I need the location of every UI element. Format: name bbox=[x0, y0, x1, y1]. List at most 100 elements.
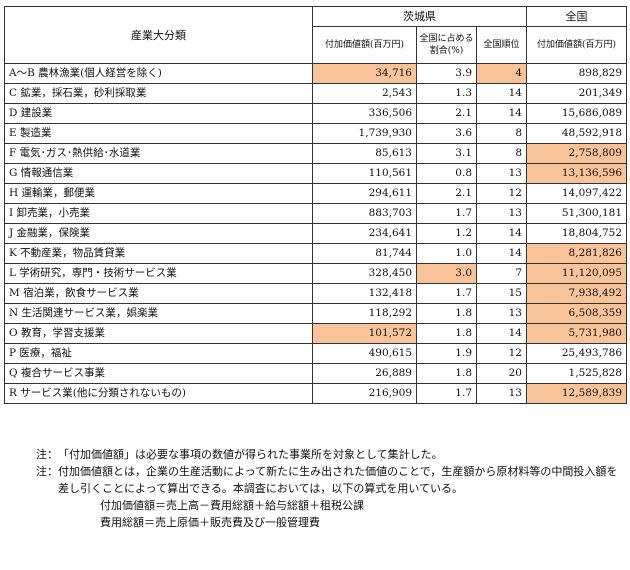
rank-cell: 13 bbox=[476, 383, 527, 404]
industry-label-cell: F 電気･ガス･熱供給･水道業 bbox=[4, 143, 313, 164]
rank-cell: 12 bbox=[476, 343, 527, 364]
industry-label-cell: N 生活関連サービス業，娯楽業 bbox=[4, 303, 313, 324]
national-value-cell: 11,120,095 bbox=[526, 263, 627, 284]
table-row: P 医療，福祉 490,615 1.9 12 25,493,786 bbox=[4, 343, 627, 364]
ibaraki-value-cell: 1,739,930 bbox=[312, 123, 417, 144]
rank-cell: 13 bbox=[476, 163, 527, 184]
ibaraki-value-cell: 132,418 bbox=[312, 283, 417, 304]
table-row: N 生活関連サービス業，娯楽業 118,292 1.8 13 6,508,359 bbox=[4, 303, 627, 324]
ibaraki-value-cell: 234,641 bbox=[312, 223, 417, 244]
rank-cell: 13 bbox=[476, 303, 527, 324]
formula-total-cost: 費用総額＝売上原価＋販売費及び一般管理費 bbox=[100, 516, 320, 529]
ibaraki-value-header: 付加価値額(百万円) bbox=[312, 26, 417, 64]
national-value-cell: 25,493,786 bbox=[526, 343, 627, 364]
share-cell: 1.2 bbox=[416, 223, 477, 244]
table-row: L 学術研究，専門・技術サービス業 328,450 3.0 7 11,120,095 bbox=[4, 263, 627, 284]
note-2: 注： 付加価値額とは，企業の生産活動によって新たに生み出された価値のことで，生産… bbox=[36, 463, 626, 497]
table-row: M 宿泊業，飲食サービス業 132,418 1.7 15 7,938,492 bbox=[4, 283, 627, 304]
share-cell: 1.9 bbox=[416, 343, 477, 364]
rank-cell: 20 bbox=[476, 363, 527, 384]
share-cell: 2.1 bbox=[416, 183, 477, 204]
ibaraki-value-cell: 336,506 bbox=[312, 103, 417, 124]
national-value-cell: 14,097,422 bbox=[526, 183, 627, 204]
ibaraki-value-cell: 490,615 bbox=[312, 343, 417, 364]
rank-cell: 8 bbox=[476, 143, 527, 164]
industry-label-cell: I 卸売業，小売業 bbox=[4, 203, 313, 224]
share-cell: 1.8 bbox=[416, 303, 477, 324]
note-2-text: 付加価値額とは，企業の生産活動によって新たに生み出された価値のことで，生産額から… bbox=[58, 465, 618, 495]
share-cell: 2.1 bbox=[416, 103, 477, 124]
note-1-text: 「付加価値額」は必要な事項の数値が得られた事業所を対象として集計した。 bbox=[58, 448, 443, 461]
note-1: 注： 「付加価値額」は必要な事項の数値が得られた事業所を対象として集計した。 bbox=[36, 446, 626, 463]
table-row: D 建設業 336,506 2.1 14 15,686,089 bbox=[4, 103, 627, 124]
share-cell: 1.7 bbox=[416, 203, 477, 224]
rank-cell: 14 bbox=[476, 103, 527, 124]
national-value-cell: 15,686,089 bbox=[526, 103, 627, 124]
note-2-marker: 注： bbox=[36, 465, 58, 478]
rank-cell: 7 bbox=[476, 263, 527, 284]
rank-cell: 4 bbox=[476, 63, 527, 84]
ibaraki-value-cell: 883,703 bbox=[312, 203, 417, 224]
share-cell: 1.8 bbox=[416, 363, 477, 384]
ibaraki-value-cell: 110,561 bbox=[312, 163, 417, 184]
ibaraki-group-header: 茨城県 bbox=[312, 6, 527, 27]
table-row: F 電気･ガス･熱供給･水道業 85,613 3.1 8 2,758,809 bbox=[4, 143, 627, 164]
table-row: G 情報通信業 110,561 0.8 13 13,136,596 bbox=[4, 163, 627, 184]
industry-label-cell: J 金融業，保険業 bbox=[4, 223, 313, 244]
ibaraki-value-cell: 118,292 bbox=[312, 303, 417, 324]
share-cell: 3.0 bbox=[416, 263, 477, 284]
table-row: Q 複合サービス事業 26,889 1.8 20 1,525,828 bbox=[4, 363, 627, 384]
share-cell: 1.0 bbox=[416, 243, 477, 264]
national-value-cell: 1,525,828 bbox=[526, 363, 627, 384]
ibaraki-value-cell: 34,716 bbox=[312, 63, 417, 84]
industry-label-cell: Q 複合サービス事業 bbox=[4, 363, 313, 384]
ibaraki-value-cell: 26,889 bbox=[312, 363, 417, 384]
industry-label-cell: E 製造業 bbox=[4, 123, 313, 144]
national-value-cell: 12,589,839 bbox=[526, 383, 627, 404]
share-cell: 3.1 bbox=[416, 143, 477, 164]
industry-label-cell: R サービス業(他に分類されないもの) bbox=[4, 383, 313, 404]
ibaraki-value-cell: 294,611 bbox=[312, 183, 417, 204]
table-row: R サービス業(他に分類されないもの) 216,909 1.7 13 12,589,83… bbox=[4, 383, 627, 404]
footnotes: 注： 「付加価値額」は必要な事項の数値が得られた事業所を対象として集計した。 注… bbox=[36, 446, 626, 531]
industry-label-cell: H 運輸業，郵便業 bbox=[4, 183, 313, 204]
national-value-cell: 898,829 bbox=[526, 63, 627, 84]
industry-label-cell: A～B 農林漁業(個人経営を除く) bbox=[4, 63, 313, 84]
industry-label-cell: M 宿泊業，飲食サービス業 bbox=[4, 283, 313, 304]
industry-label-cell: G 情報通信業 bbox=[4, 163, 313, 184]
share-cell: 3.6 bbox=[416, 123, 477, 144]
ibaraki-value-cell: 216,909 bbox=[312, 383, 417, 404]
table-row: E 製造業 1,739,930 3.6 8 48,592,918 bbox=[4, 123, 627, 144]
industry-value-added-table: 産業大分類 茨城県 全国 付加価値額(百万円) 全国に占める割合(%) 全国順位… bbox=[4, 6, 627, 404]
share-cell: 1.3 bbox=[416, 83, 477, 104]
rank-cell: 14 bbox=[476, 243, 527, 264]
share-cell: 3.9 bbox=[416, 63, 477, 84]
national-value-cell: 6,508,359 bbox=[526, 303, 627, 324]
national-value-cell: 7,938,492 bbox=[526, 283, 627, 304]
industry-label-cell: C 鉱業，採石業，砂利採取業 bbox=[4, 83, 313, 104]
national-group-header: 全国 bbox=[526, 6, 627, 27]
rank-cell: 15 bbox=[476, 283, 527, 304]
table-row: J 金融業，保険業 234,641 1.2 14 18,804,752 bbox=[4, 223, 627, 244]
rank-cell: 14 bbox=[476, 83, 527, 104]
ibaraki-value-cell: 101,572 bbox=[312, 323, 417, 344]
industry-category-header: 産業大分類 bbox=[4, 6, 313, 64]
national-value-cell: 201,349 bbox=[526, 83, 627, 104]
share-cell: 1.8 bbox=[416, 323, 477, 344]
ibaraki-value-cell: 2,543 bbox=[312, 83, 417, 104]
industry-label-cell: O 教育，学習支援業 bbox=[4, 323, 313, 344]
table-body: A～B 農林漁業(個人経営を除く) 34,716 3.9 4 898,829 C 鉱業，採… bbox=[4, 63, 627, 404]
ibaraki-value-cell: 85,613 bbox=[312, 143, 417, 164]
national-value-cell: 51,300,181 bbox=[526, 203, 627, 224]
national-value-header: 付加価値額(百万円) bbox=[526, 26, 627, 64]
national-value-cell: 5,731,980 bbox=[526, 323, 627, 344]
industry-label-cell: L 学術研究，専門・技術サービス業 bbox=[4, 263, 313, 284]
note-1-marker: 注： bbox=[36, 448, 58, 461]
table-row: K 不動産業，物品賃貸業 81,744 1.0 14 8,281,826 bbox=[4, 243, 627, 264]
table-row: I 卸売業，小売業 883,703 1.7 13 51,300,181 bbox=[4, 203, 627, 224]
share-cell: 1.7 bbox=[416, 383, 477, 404]
rank-cell: 13 bbox=[476, 203, 527, 224]
national-value-cell: 48,592,918 bbox=[526, 123, 627, 144]
rank-header: 全国順位 bbox=[476, 26, 527, 64]
industry-label-cell: P 医療，福祉 bbox=[4, 343, 313, 364]
